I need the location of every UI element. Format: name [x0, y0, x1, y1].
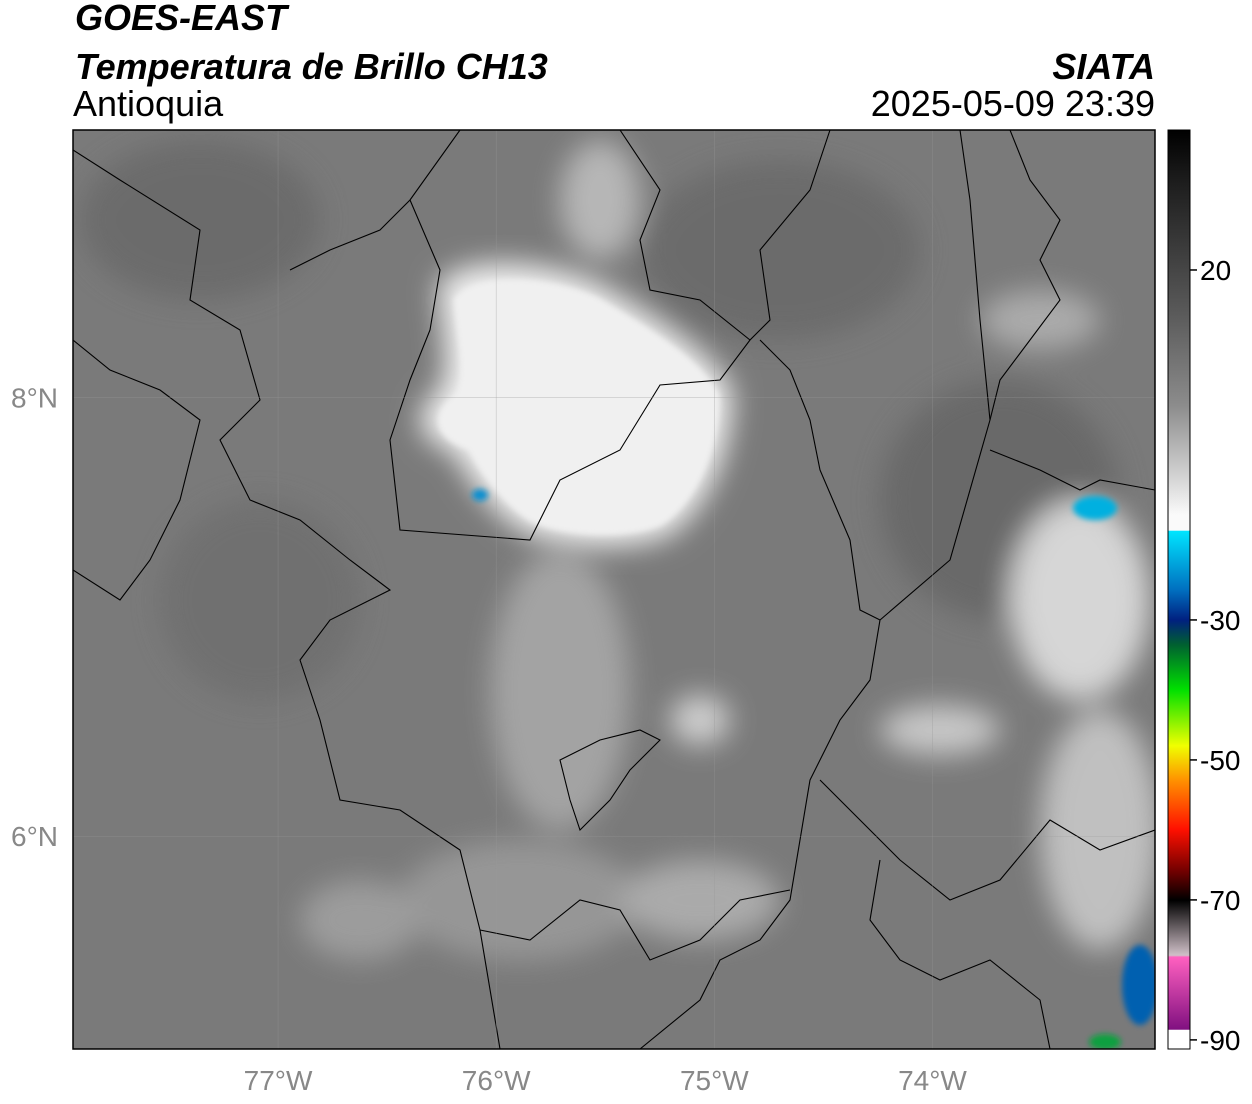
x-tick-label: 76°W	[462, 1065, 531, 1096]
title: GOES-EAST	[75, 0, 290, 38]
source: SIATA	[1052, 46, 1155, 87]
x-tick-label: 75°W	[680, 1065, 749, 1096]
colorbar-tick-label: 20	[1200, 255, 1231, 286]
datetime: 2025-05-09 23:39	[871, 83, 1155, 124]
region: Antioquia	[73, 83, 224, 124]
subtitle: Temperatura de Brillo CH13	[75, 46, 548, 87]
map-imagery	[73, 130, 1155, 1049]
colorbar	[1167, 129, 1191, 1050]
map-frame	[72, 129, 1156, 1050]
colorbar-tick-label: -30	[1200, 605, 1240, 636]
colorbar-tick-label: -90	[1200, 1025, 1240, 1056]
colorbar-tick-label: -50	[1200, 745, 1240, 776]
x-tick-label: 74°W	[898, 1065, 967, 1096]
y-tick-label: 8°N	[11, 383, 58, 414]
colorbar-tick-label: -70	[1200, 885, 1240, 916]
y-tick-label: 6°N	[11, 821, 58, 852]
x-tick-label: 77°W	[244, 1065, 313, 1096]
